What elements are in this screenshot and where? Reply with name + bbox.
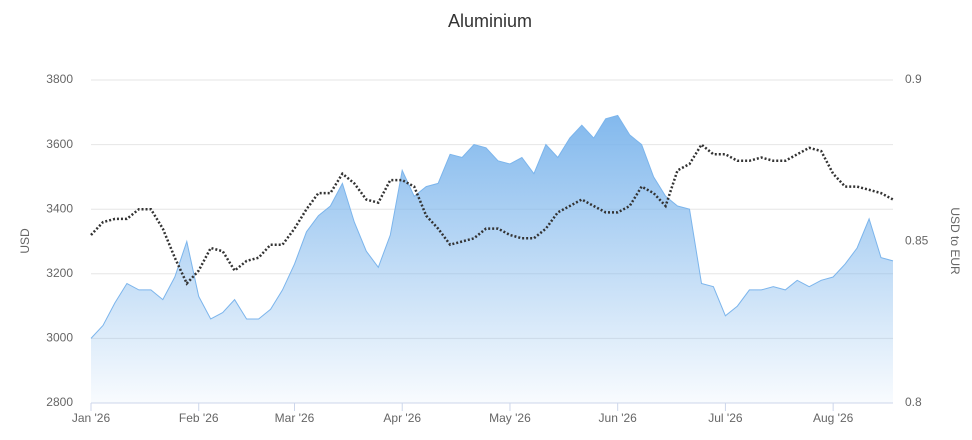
y2-tick-label: 0.9: [905, 72, 922, 86]
x-tick-label: Aug '26: [813, 411, 854, 425]
y-tick-label: 2800: [46, 395, 73, 409]
x-tick-label: Apr '26: [383, 411, 421, 425]
y-tick-label: 3400: [46, 201, 73, 215]
area-line: [90, 114, 894, 339]
x-tick-label: Feb '26: [179, 411, 219, 425]
x-tick-label: Jun '26: [599, 411, 638, 425]
y2-tick-label: 0.85: [905, 234, 929, 248]
x-tick-label: Mar '26: [275, 411, 315, 425]
y2-axis-title: USD to EUR: [948, 207, 962, 275]
area: [91, 115, 893, 403]
y2-tick-label: 0.8: [905, 395, 922, 409]
x-tick-label: Jan '26: [72, 411, 111, 425]
x-tick-label: Jul '26: [708, 411, 743, 425]
chart-title: Aluminium: [448, 11, 532, 31]
y-tick-label: 3600: [46, 137, 73, 151]
y-tick-label: 3000: [46, 331, 73, 345]
y-tick-label: 3800: [46, 72, 73, 86]
x-tick-label: May '26: [489, 411, 531, 425]
y-axis-title: USD: [18, 228, 32, 254]
y-tick-label: 3200: [46, 266, 73, 280]
